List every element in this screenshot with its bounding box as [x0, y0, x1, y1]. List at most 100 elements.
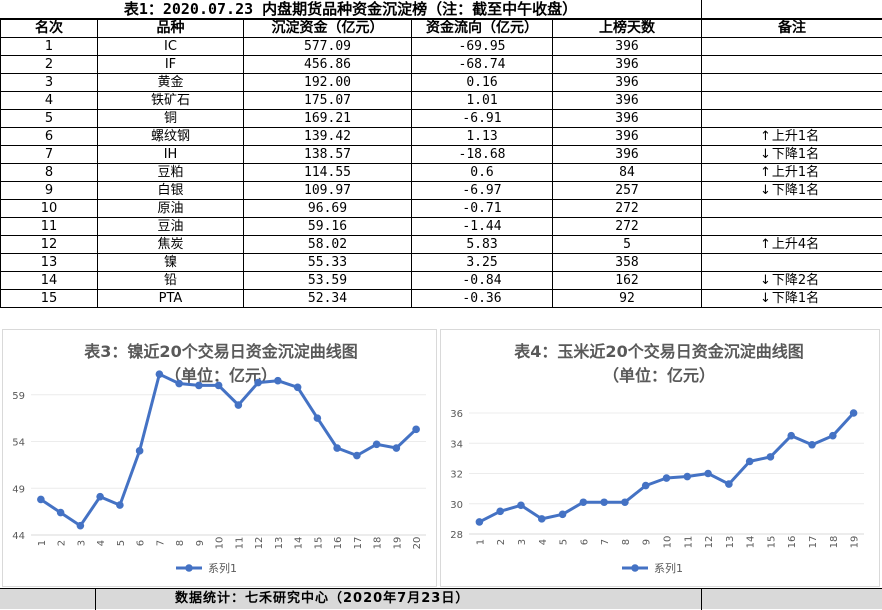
rank-cell: 10	[1, 200, 98, 218]
x-tick-label: 2	[496, 539, 507, 545]
note-cell: ↓下降2名	[702, 272, 882, 290]
x-tick-label: 5	[559, 539, 570, 545]
flow-cell: -0.84	[412, 272, 553, 290]
footer-source: 数据统计：七禾研究中心（2020年7月23日）	[175, 589, 469, 609]
note-cell	[702, 254, 882, 272]
rank-cell: 13	[1, 254, 98, 272]
flow-cell: 1.01	[412, 92, 553, 110]
capital-cell: 58.02	[244, 236, 412, 254]
legend-marker-icon	[185, 564, 193, 572]
data-point	[683, 473, 691, 481]
days-cell: 84	[553, 164, 702, 182]
x-tick-label: 12	[704, 536, 715, 549]
data-point	[393, 444, 401, 452]
days-cell: 92	[553, 290, 702, 308]
y-tick-label: 49	[12, 484, 25, 495]
x-tick-label: 5	[116, 540, 127, 546]
days-cell: 396	[553, 74, 702, 92]
x-tick-label: 14	[294, 537, 305, 550]
name-cell: PTA	[98, 290, 244, 308]
x-tick-label: 7	[600, 539, 611, 545]
capital-cell: 139.42	[244, 128, 412, 146]
series-line	[41, 374, 416, 526]
rank-cell: 15	[1, 290, 98, 308]
x-tick-label: 17	[808, 536, 819, 549]
name-cell: 豆粕	[98, 164, 244, 182]
note-cell	[702, 218, 882, 236]
note-cell: ↑上升4名	[702, 236, 882, 254]
note-cell	[702, 110, 882, 128]
data-point	[621, 498, 629, 506]
data-point	[116, 501, 124, 509]
data-point	[496, 508, 504, 516]
x-tick-label: 2	[57, 540, 68, 546]
days-cell: 396	[553, 92, 702, 110]
x-tick-label: 8	[621, 539, 632, 545]
x-tick-label: 1	[37, 540, 48, 546]
x-tick-label: 7	[155, 540, 166, 546]
flow-cell: 1.13	[412, 128, 553, 146]
rank-cell: 8	[1, 164, 98, 182]
flow-cell: -1.44	[412, 218, 553, 236]
data-point	[808, 441, 816, 449]
data-point	[96, 493, 104, 501]
x-tick-label: 9	[195, 540, 206, 546]
col-header-capital: 沉淀资金（亿元）	[244, 20, 412, 38]
rank-cell: 5	[1, 110, 98, 128]
y-tick-label: 59	[12, 391, 25, 402]
note-text: 上升1名	[772, 129, 819, 144]
legend-label: 系列1	[654, 561, 683, 575]
arrow-up-icon: ↑	[760, 129, 771, 144]
data-point	[57, 509, 65, 517]
flow-cell: -18.68	[412, 146, 553, 164]
note-cell	[702, 200, 882, 218]
days-cell: 5	[553, 236, 702, 254]
y-tick-label: 32	[450, 470, 463, 481]
x-tick-label: 10	[663, 536, 674, 549]
name-cell: 原油	[98, 200, 244, 218]
x-tick-label: 12	[254, 537, 265, 550]
legend-marker-icon	[631, 564, 639, 572]
x-tick-label: 18	[373, 537, 384, 550]
rank-cell: 14	[1, 272, 98, 290]
data-point	[580, 498, 588, 506]
data-point	[77, 522, 85, 530]
col-header-rank: 名次	[1, 20, 98, 38]
name-cell: 铁矿石	[98, 92, 244, 110]
y-tick-label: 28	[450, 530, 463, 541]
arrow-up-icon: ↑	[760, 165, 771, 180]
y-tick-label: 36	[450, 409, 463, 420]
capital-cell: 169.21	[244, 110, 412, 128]
rank-cell: 6	[1, 128, 98, 146]
flow-cell: -0.36	[412, 290, 553, 308]
note-text: 下降1名	[772, 147, 819, 162]
x-tick-label: 19	[392, 537, 403, 550]
data-point	[136, 447, 144, 455]
days-cell: 396	[553, 38, 702, 56]
x-tick-label: 18	[829, 536, 840, 549]
capital-cell: 55.33	[244, 254, 412, 272]
note-text: 上升4名	[772, 237, 819, 252]
data-point	[333, 444, 341, 452]
x-tick-label: 16	[333, 537, 344, 550]
y-tick-label: 54	[12, 438, 25, 449]
capital-cell: 192.00	[244, 74, 412, 92]
data-point	[274, 377, 282, 385]
x-tick-label: 17	[353, 537, 364, 550]
capital-cell: 52.34	[244, 290, 412, 308]
note-cell: ↑上升1名	[702, 164, 882, 182]
col-header-name: 品种	[98, 20, 244, 38]
data-point	[559, 511, 567, 519]
flow-cell: 3.25	[412, 254, 553, 272]
data-point	[746, 458, 754, 466]
note-text: 下降1名	[772, 291, 819, 306]
